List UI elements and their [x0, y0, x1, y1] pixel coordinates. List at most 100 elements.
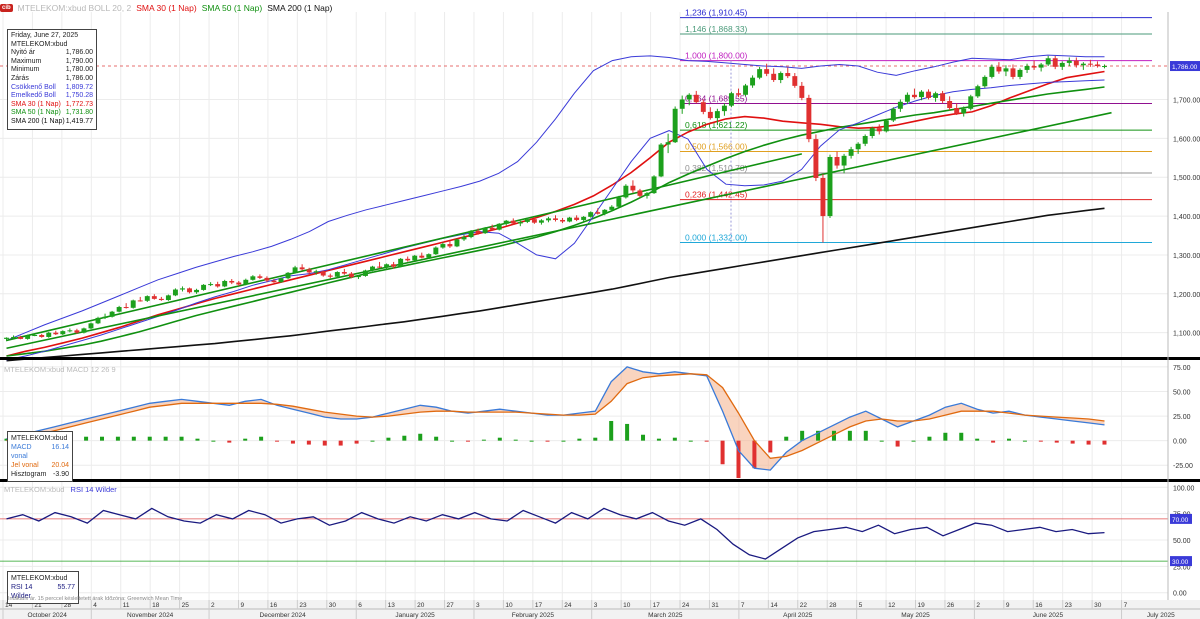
- candle-body: [208, 284, 214, 286]
- macd-histogram-bar: [927, 436, 932, 441]
- macd-histogram-bar: [497, 437, 502, 441]
- macd-histogram-bar: [322, 440, 327, 446]
- rsi-axis-label: 100.00: [1173, 485, 1195, 492]
- candle-body: [447, 244, 453, 247]
- x-tick-label: 30: [329, 602, 337, 609]
- macd-histogram-bar: [609, 420, 614, 441]
- x-tick-label: 16: [1035, 602, 1043, 609]
- x-tick-label: 23: [299, 602, 307, 609]
- candle-body: [468, 230, 474, 238]
- macd-histogram-bar: [450, 440, 455, 442]
- candle-body: [996, 66, 1002, 72]
- candle-body: [792, 76, 798, 86]
- macd-histogram-bar: [1038, 440, 1043, 442]
- fib-level-label: 0,764 (1,689.55): [685, 94, 748, 104]
- candle-body: [363, 270, 368, 276]
- candle-body: [454, 239, 460, 247]
- candle-body: [630, 185, 636, 191]
- candle-body: [341, 272, 347, 274]
- candle-body: [95, 317, 101, 324]
- candle-body: [201, 284, 207, 290]
- x-tick-label: 31: [711, 602, 719, 609]
- candle-body: [32, 335, 38, 337]
- infobox-symbol: MTELEKOM:xbud: [11, 40, 68, 48]
- macd-histogram-bar: [1070, 440, 1075, 444]
- infobox-label: SMA 50 (1 Nap): [11, 109, 61, 117]
- x-tick-label: 4: [93, 602, 97, 609]
- macd-histogram-bar: [179, 436, 184, 441]
- infobox-label: Minimum: [11, 66, 40, 74]
- macd-histogram-bar: [720, 440, 725, 465]
- infobox-row: Minimum 1,780.00: [11, 66, 93, 75]
- candle-body: [560, 219, 566, 222]
- candle-body: [39, 335, 45, 337]
- candle-body: [736, 93, 741, 95]
- candle-body: [574, 217, 580, 220]
- month-label: July 2025: [1147, 612, 1175, 619]
- macd-symbol: MTELEKOM:xbud: [11, 435, 68, 442]
- candle-body: [327, 275, 333, 277]
- candle-body: [553, 218, 558, 220]
- fib-level-label: 1,000 (1,800.00): [685, 51, 748, 61]
- candle-body: [693, 94, 699, 103]
- infobox-row: Maximum 1,790.00: [11, 58, 93, 67]
- x-tick-label: 2: [211, 602, 215, 609]
- series-line: [6, 207, 1105, 362]
- trend-line: [6, 111, 1112, 350]
- candle-body: [616, 197, 622, 207]
- legend-sma50[interactable]: SMA 50 (1 Nap): [201, 3, 263, 13]
- macd-histogram-bar: [975, 438, 980, 441]
- infobox-label: Emelkedő Boll: [11, 92, 56, 100]
- header-legend: cib MTELEKOM:xbud BOLL 20, 2 SMA 30 (1 N…: [0, 2, 332, 14]
- macd-histogram-bar: [1102, 440, 1107, 445]
- x-tick-label: 7: [741, 602, 745, 609]
- candle-body: [1024, 66, 1030, 70]
- last-price-badge: [1170, 61, 1200, 72]
- macd-histogram-bar: [354, 440, 359, 444]
- macd-histogram-bar: [704, 440, 709, 442]
- x-tick-label: 17: [653, 602, 661, 609]
- macd-info-row: Jel vonal 20.04: [11, 461, 69, 470]
- legend-sma200[interactable]: SMA 200 (1 Nap): [267, 3, 333, 13]
- macd-histogram-bar: [736, 440, 741, 478]
- candles: [4, 55, 1107, 342]
- candle-body: [60, 331, 66, 335]
- candle-body: [679, 99, 685, 109]
- macd-histogram-bar: [656, 438, 661, 441]
- candle-body: [947, 101, 953, 109]
- x-tick-label: 30: [1094, 602, 1102, 609]
- macd-histogram-bar: [688, 440, 693, 442]
- macd-histogram-bar: [211, 440, 216, 442]
- macd-histogram-bar: [259, 436, 264, 441]
- candle-body: [926, 91, 931, 98]
- infobox-row: Zárás 1,786.00: [11, 75, 93, 84]
- macd-histogram-bar: [768, 440, 773, 453]
- candle-body: [306, 269, 312, 273]
- rsi-title: MTELEKOM:xbud RSI 14 Wilder: [4, 485, 117, 494]
- fib-level-label: 0,000 (1,332.00): [685, 232, 748, 242]
- macd-histogram-bar: [306, 440, 311, 445]
- infobox-value: 1,731.80: [65, 109, 93, 117]
- price-infobox: Friday, June 27, 2025 MTELEKOM:xbud Nyit…: [7, 29, 97, 130]
- infobox-value: 1,809.72: [65, 83, 93, 91]
- fib-level-label: 1,146 (1,868.33): [685, 24, 748, 34]
- macd-histogram-bar: [275, 440, 280, 442]
- macd-info-label: Hisztogram: [11, 471, 47, 478]
- macd-info-value: 20.04: [51, 462, 69, 469]
- legend-sma30[interactable]: SMA 30 (1 Nap): [136, 3, 197, 13]
- candle-body: [968, 96, 974, 109]
- infobox-value: 1,786.00: [65, 49, 93, 57]
- candle-body: [672, 108, 678, 143]
- candle-body: [728, 93, 734, 106]
- macd-histogram-bar: [991, 440, 996, 443]
- x-tick-label: 28: [64, 602, 72, 609]
- macd-info-label: Jel vonal: [11, 462, 39, 469]
- fibonacci-levels: 1,236 (1,910.45) 1,146 (1,868.33) 1,000 (1…: [0, 8, 1168, 243]
- candle-body: [771, 73, 777, 81]
- candle-body: [869, 128, 875, 136]
- macd-axis-label: 50.00: [1173, 389, 1191, 396]
- macd-axis-label: 0.00: [1173, 439, 1187, 446]
- candle-body: [278, 278, 284, 283]
- x-tick-label: 7: [1124, 602, 1128, 609]
